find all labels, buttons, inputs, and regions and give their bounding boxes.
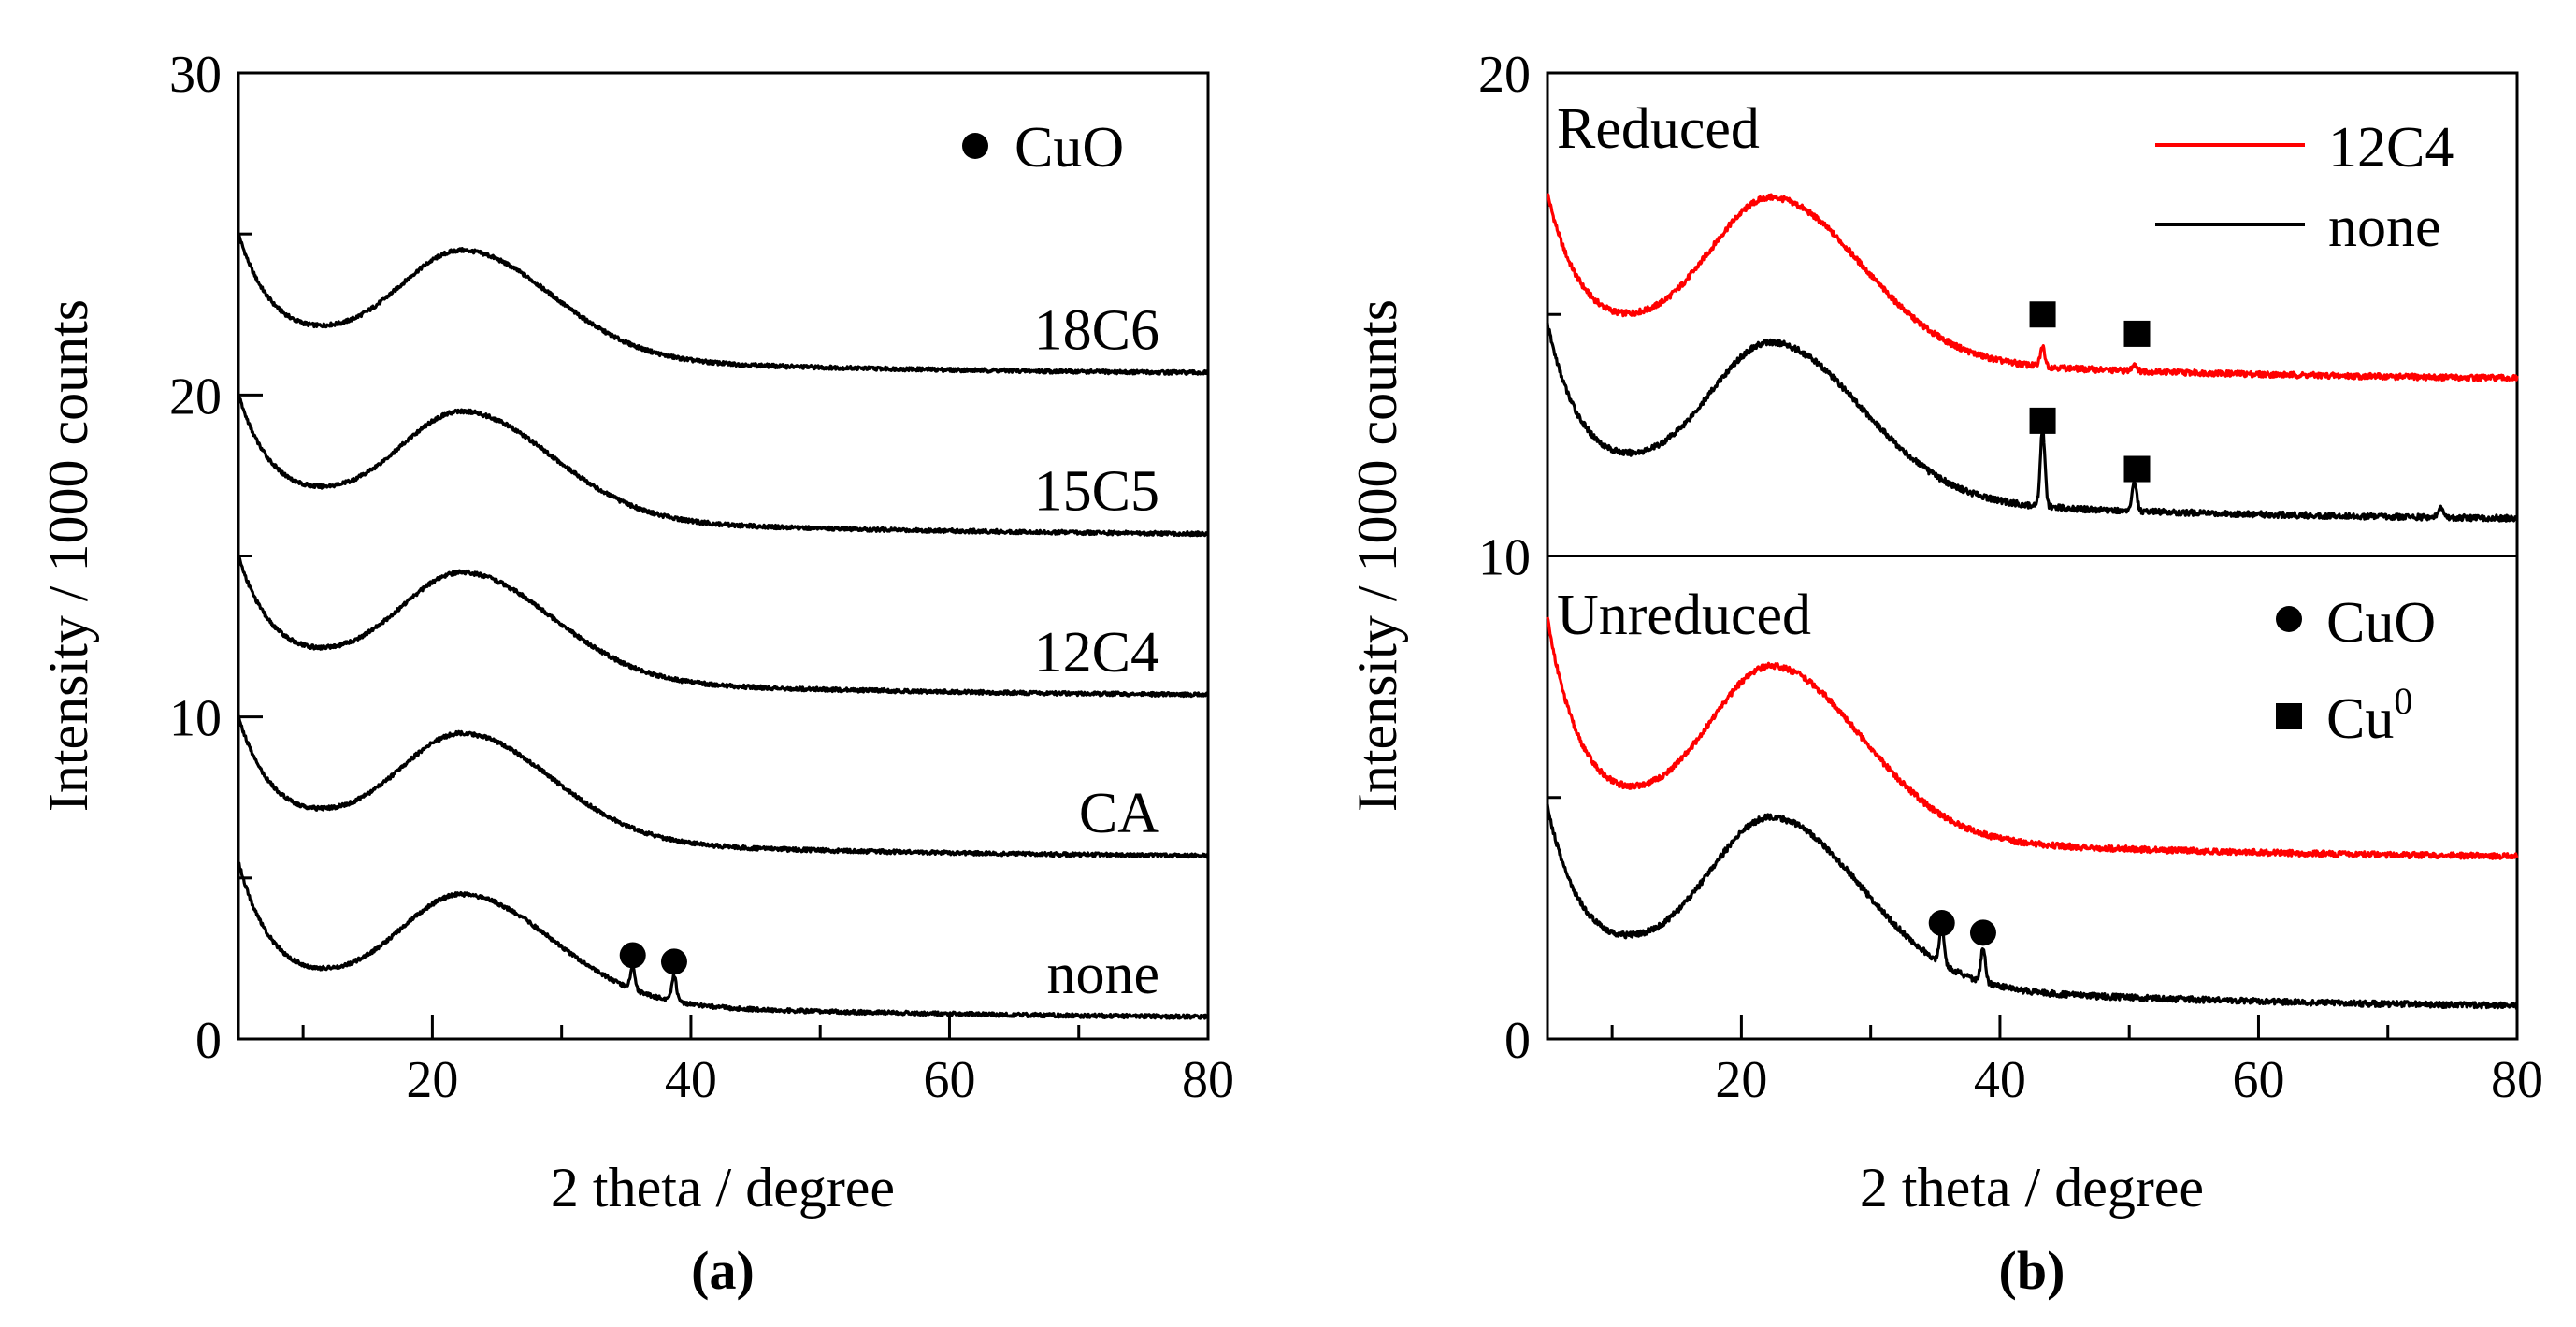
curve-label-none: none	[1046, 943, 1159, 1006]
legend-cuo-label-b: CuO	[2326, 591, 2436, 655]
panel-a-legend: CuO	[962, 116, 1124, 180]
curve-label-18c6: 18C6	[1034, 298, 1159, 362]
cu0-marker-0	[2029, 301, 2056, 328]
section-label-reduced: Reduced	[1557, 97, 1760, 161]
y-tick-label-10: 10	[1478, 529, 1531, 587]
series-12c4	[237, 554, 1210, 699]
x-tick-label-20: 20	[406, 1051, 458, 1109]
cu0-marker-3	[2123, 455, 2151, 483]
panel-a-ylabel: Intensity / 1000 counts	[37, 299, 99, 812]
panel-a-series	[237, 233, 1210, 1020]
panel-a-curve-labels: 18C6 15C5 12C4 CA none	[1034, 298, 1160, 1006]
x-tick-label-40: 40	[665, 1051, 717, 1109]
y-tick-label-0: 0	[195, 1012, 222, 1070]
panel-b-markers	[1928, 301, 2151, 946]
cuo-marker-1	[660, 948, 687, 975]
panel-b-tag: (b)	[1999, 1240, 2065, 1301]
curve-label-ca: CA	[1079, 782, 1159, 845]
y-tick-label-0: 0	[1504, 1012, 1531, 1070]
series-15c5	[237, 394, 1210, 538]
curve-label-12c4: 12C4	[1034, 621, 1159, 685]
legend-cu0-superscript: 0	[2394, 680, 2412, 722]
legend-none-label: none	[2328, 195, 2441, 259]
curve-label-15c5: 15C5	[1034, 460, 1159, 524]
panel-a-xlabel: 2 theta / degree	[551, 1157, 895, 1219]
panel-b-legend-top: 12C4 none	[2155, 116, 2454, 259]
section-label-unreduced: Unreduced	[1557, 584, 1811, 647]
x-tick-label-80: 80	[2491, 1051, 2543, 1109]
series-ca	[237, 714, 1210, 859]
series-18c6	[237, 233, 1210, 376]
cuo-marker-5	[1969, 919, 1996, 946]
legend-cuo-label: CuO	[1015, 116, 1124, 180]
y-tick-label-20: 20	[169, 368, 222, 426]
x-tick-label-60: 60	[923, 1051, 975, 1109]
legend-cu0-text: Cu	[2326, 687, 2394, 751]
x-tick-label-60: 60	[2232, 1051, 2284, 1109]
x-tick-label-20: 20	[1715, 1051, 1767, 1109]
legend-cu0-label: Cu0	[2326, 680, 2412, 751]
legend-cuo-marker	[962, 133, 988, 159]
panel-a: 20 40 60 80 0 10 20 30 18C6 15C5 12C4 CA none CuO I…	[37, 46, 1234, 1301]
panel-b-xlabel: 2 theta / degree	[1860, 1157, 2204, 1219]
series-12c4-unreduced	[1546, 616, 2519, 860]
cu0-marker-1	[2123, 320, 2151, 347]
cuo-marker-0	[619, 942, 646, 969]
panel-a-tag: (a)	[691, 1240, 755, 1301]
series-none-unreduced	[1546, 803, 2519, 1010]
panel-a-markers	[619, 942, 687, 975]
x-tick-label-80: 80	[1182, 1051, 1234, 1109]
cuo-marker-4	[1928, 910, 1955, 937]
legend-cuo-marker-b	[2276, 606, 2302, 632]
panel-b-ylabel: Intensity / 1000 counts	[1346, 299, 1408, 812]
x-tick-label-40: 40	[1974, 1051, 2026, 1109]
panel-b-ticks: 20 40 60 80 0 10 20	[1478, 46, 2543, 1109]
y-tick-label-30: 30	[169, 46, 222, 104]
panel-a-frame	[237, 71, 1210, 1041]
y-tick-label-20: 20	[1478, 46, 1531, 104]
panel-b-series	[1546, 193, 2519, 1010]
panel-b-legend-bottom: CuO Cu0	[2276, 591, 2436, 751]
legend-12c4-label: 12C4	[2328, 116, 2454, 180]
legend-cu0-marker	[2276, 703, 2302, 729]
cu0-marker-2	[2029, 407, 2056, 434]
series-none-reduced	[1546, 323, 2519, 523]
series-12c4-reduced	[1547, 193, 2519, 382]
panel-b: 20 40 60 80 0 10 20 Reduced Unreduced 12C4 non…	[1346, 46, 2543, 1301]
series-none	[237, 861, 1210, 1020]
y-tick-label-10: 10	[169, 690, 222, 748]
panel-a-ticks: 20 40 60 80 0 10 20 30	[169, 46, 1234, 1109]
